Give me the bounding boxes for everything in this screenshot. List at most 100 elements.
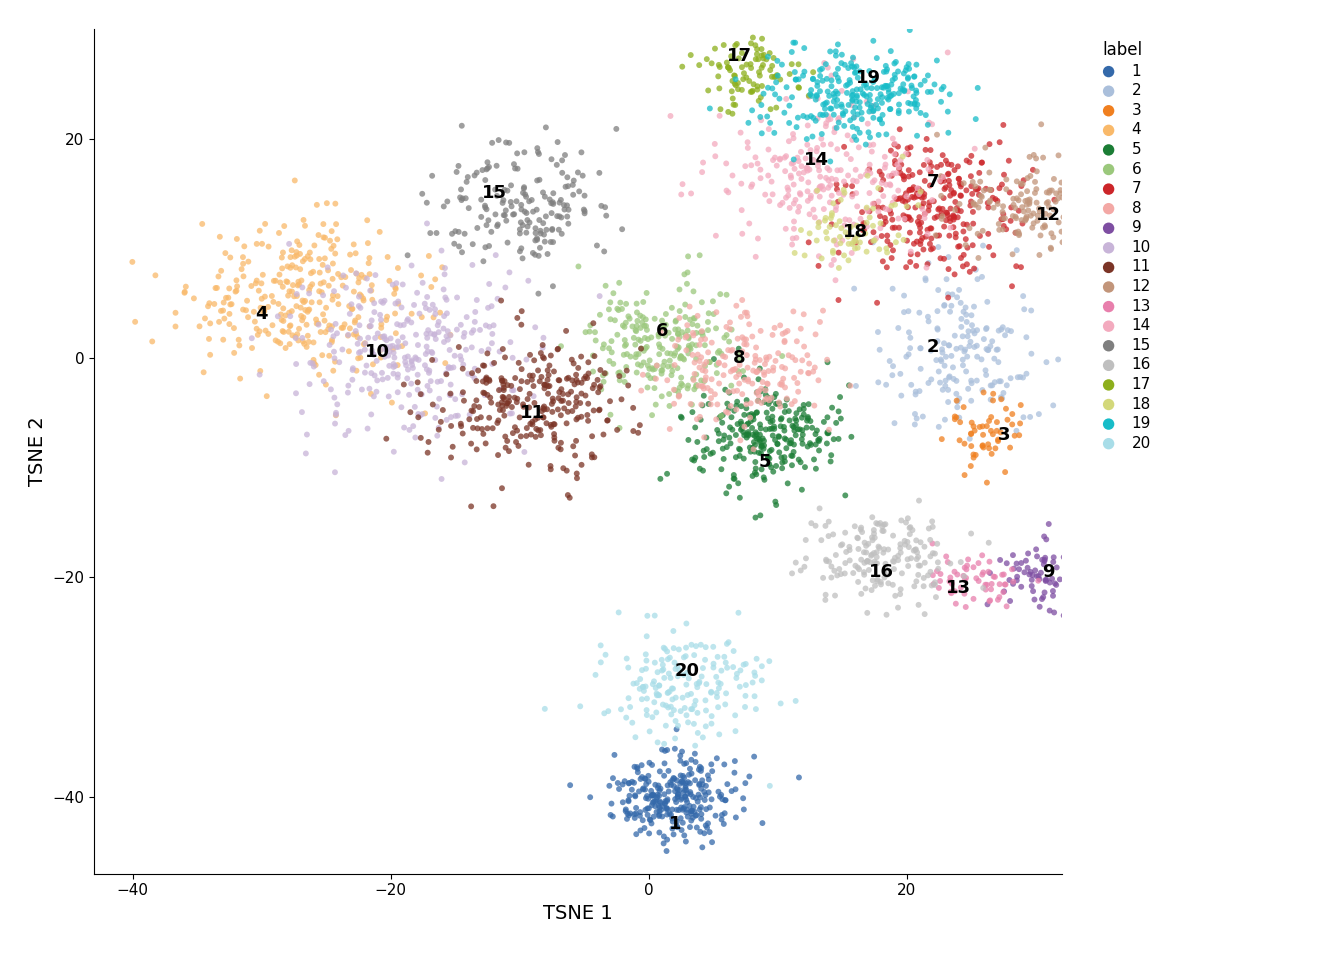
Text: 5: 5 <box>759 453 771 471</box>
Point <box>255 323 277 338</box>
Point <box>542 222 563 237</box>
Point <box>476 372 497 387</box>
Point <box>694 444 715 459</box>
Point <box>991 392 1012 407</box>
Point <box>289 261 310 276</box>
Point <box>314 377 336 393</box>
Point <box>503 425 524 441</box>
Point <box>410 430 431 445</box>
Point <box>402 360 423 375</box>
Point <box>401 315 422 330</box>
Point <box>710 789 731 804</box>
Point <box>634 771 656 786</box>
Point <box>814 101 836 116</box>
Point <box>648 337 669 352</box>
Point <box>790 454 812 469</box>
Point <box>749 432 770 447</box>
Point <box>1003 561 1024 576</box>
Point <box>638 774 660 789</box>
Point <box>977 564 999 580</box>
Point <box>943 209 965 225</box>
Point <box>677 714 699 730</box>
Point <box>821 68 843 84</box>
Point <box>867 91 888 107</box>
Point <box>689 790 711 805</box>
Point <box>464 371 485 386</box>
Point <box>933 190 954 205</box>
Point <box>429 305 450 321</box>
Point <box>1052 190 1074 205</box>
Point <box>742 329 763 345</box>
Point <box>899 139 921 155</box>
Point <box>607 776 629 791</box>
Point <box>617 811 638 827</box>
Point <box>785 192 806 207</box>
Point <box>964 261 985 276</box>
Point <box>402 357 423 372</box>
Point <box>906 533 927 548</box>
Point <box>909 492 930 508</box>
Point <box>540 458 562 473</box>
Point <box>774 423 796 439</box>
Point <box>770 398 792 414</box>
Point <box>648 808 669 824</box>
Point <box>918 255 939 271</box>
Point <box>1039 603 1060 618</box>
Point <box>339 306 360 322</box>
Point <box>660 707 681 722</box>
Point <box>1013 204 1035 219</box>
Point <box>219 280 241 296</box>
Point <box>746 41 767 57</box>
Point <box>685 820 707 835</box>
Point <box>724 754 746 769</box>
Point <box>843 173 864 188</box>
Point <box>1005 210 1027 226</box>
Point <box>692 660 714 676</box>
Point <box>446 322 468 337</box>
Point <box>745 465 766 480</box>
Point <box>718 384 739 399</box>
Point <box>921 221 942 236</box>
Point <box>804 452 825 468</box>
Point <box>840 220 862 235</box>
Point <box>738 73 759 88</box>
Point <box>710 60 731 75</box>
Point <box>606 301 628 317</box>
Point <box>972 419 993 434</box>
Point <box>839 540 860 555</box>
Point <box>491 293 512 308</box>
Point <box>660 699 681 714</box>
Point <box>784 161 805 177</box>
Point <box>370 343 391 358</box>
Point <box>966 338 988 353</box>
Point <box>513 444 535 460</box>
Point <box>872 200 894 215</box>
Point <box>751 673 773 688</box>
Point <box>667 803 688 818</box>
Point <box>863 225 884 240</box>
Point <box>883 554 905 569</box>
Point <box>1019 149 1040 164</box>
Point <box>841 93 863 108</box>
Point <box>742 408 763 423</box>
Point <box>1086 218 1107 233</box>
Point <box>816 230 837 246</box>
Point <box>718 60 739 76</box>
Point <box>820 454 841 469</box>
Point <box>812 303 833 319</box>
Point <box>407 337 429 352</box>
Point <box>427 318 449 333</box>
Point <box>281 257 302 273</box>
Point <box>831 411 852 426</box>
Point <box>720 49 742 64</box>
Point <box>1005 556 1027 571</box>
Point <box>571 375 593 391</box>
Point <box>724 781 746 797</box>
Point <box>910 341 931 356</box>
Point <box>939 556 961 571</box>
Point <box>751 126 773 141</box>
Point <box>774 333 796 348</box>
Point <box>634 771 656 786</box>
Point <box>853 544 875 560</box>
Point <box>547 342 569 357</box>
